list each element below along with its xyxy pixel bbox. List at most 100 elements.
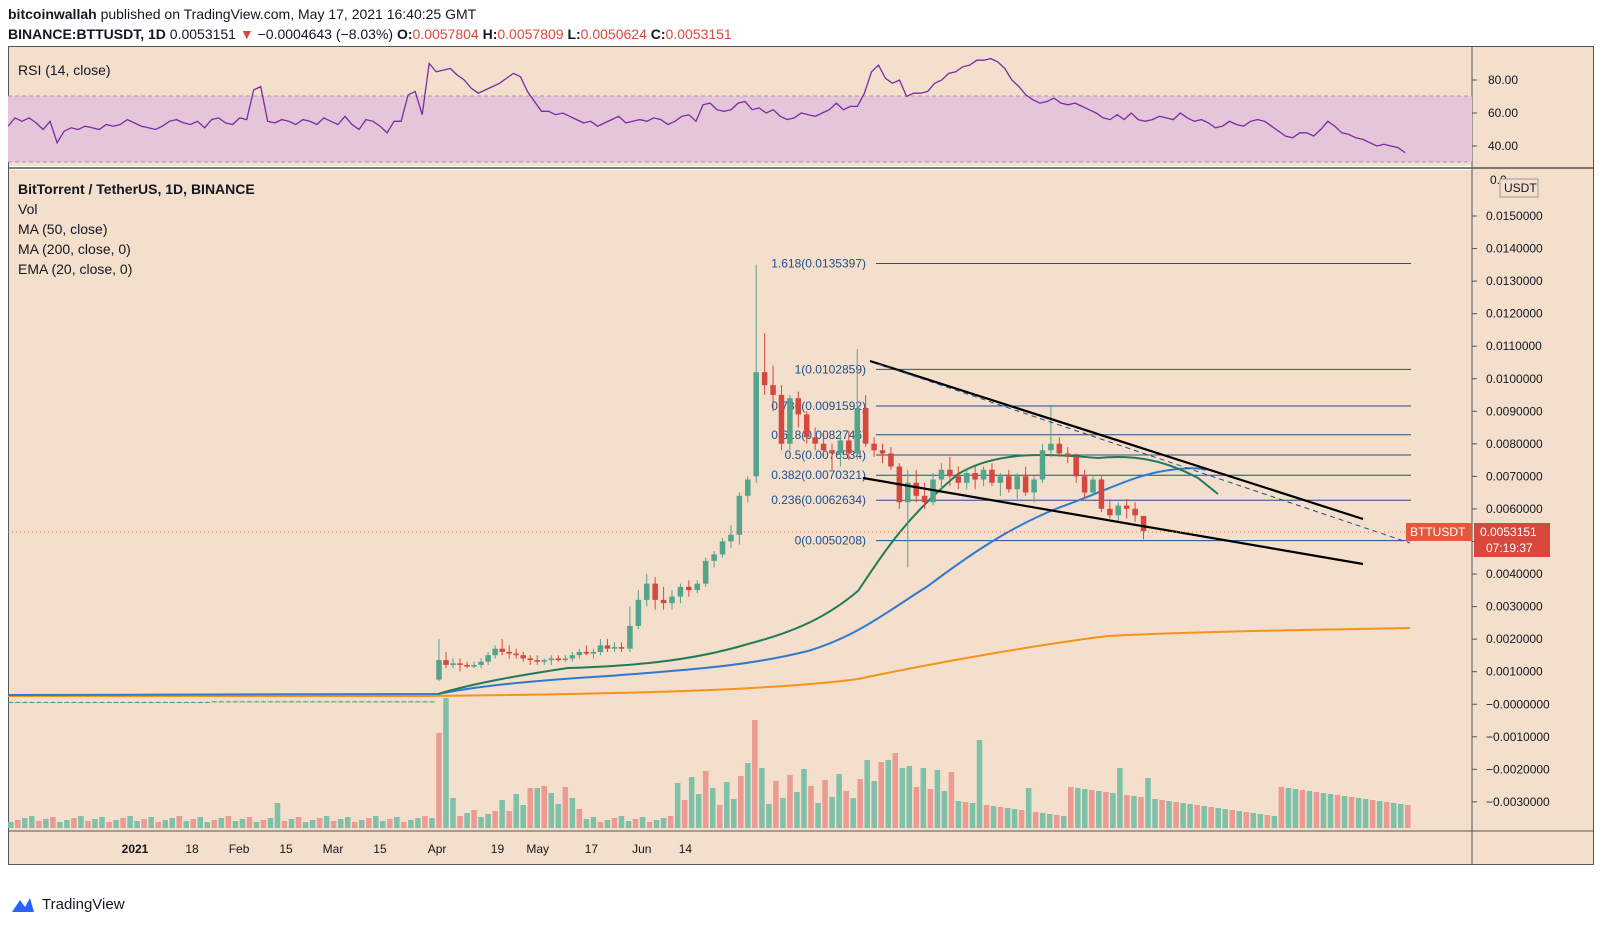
candle-body	[1123, 505, 1130, 509]
volume-bar	[1278, 787, 1285, 828]
volume-bar	[990, 806, 997, 828]
volume-bar	[801, 769, 807, 828]
candle-body	[905, 482, 911, 503]
candle-body	[15, 702, 21, 704]
candles	[8, 264, 1147, 704]
fib-level-label: 0.618(0.0082746)	[771, 428, 866, 442]
price-tick-label: 0.0140000	[1486, 242, 1543, 256]
volume-bar	[1369, 800, 1376, 828]
volume-bar	[429, 818, 435, 828]
currency-badge[interactable]	[1499, 178, 1539, 198]
tradingview-brand[interactable]: TradingView	[10, 894, 125, 914]
volume-bar	[1068, 787, 1074, 828]
volume-bar	[597, 822, 604, 828]
candle-body	[1081, 476, 1088, 493]
candle-body	[812, 437, 818, 444]
candle-body	[394, 701, 400, 703]
candle-body	[253, 701, 260, 703]
volume-bar	[520, 805, 526, 828]
volume-bar	[457, 816, 463, 828]
volume-bar	[1236, 811, 1242, 828]
volume-bar	[204, 822, 211, 828]
fib-level-label: 1.618(0.0135397)	[771, 257, 866, 271]
price-tick-label: −0.0030000	[1486, 795, 1550, 809]
candle-body	[611, 647, 618, 649]
chart-frame[interactable]: RSI (14, close) 80.00 60.00 40.00 1.618(0.…	[7, 46, 1594, 886]
volume-bar	[1390, 803, 1397, 828]
volume-bar	[309, 820, 316, 828]
upper-trendline	[869, 359, 1364, 521]
volume-bar	[169, 818, 175, 828]
volume-bar	[1215, 808, 1221, 828]
legend-ema20: EMA (20, close, 0)	[18, 261, 132, 277]
candle-body	[176, 702, 182, 704]
volume-bar	[836, 774, 842, 828]
volume-bar	[548, 793, 555, 828]
volume-bar	[864, 760, 870, 828]
candle-body	[43, 702, 49, 704]
volume-bar	[22, 818, 28, 828]
volume-bar	[1334, 795, 1341, 828]
volume-bar	[667, 816, 674, 828]
volume-bar	[260, 820, 267, 828]
volume-bar	[899, 768, 906, 828]
price-tick-label: 0.0150000	[1486, 209, 1543, 223]
volume-bar	[15, 820, 21, 828]
candle-body	[50, 702, 56, 704]
volume-bar	[1103, 792, 1109, 828]
candle-body	[239, 701, 246, 703]
candle-body	[576, 651, 583, 656]
price-tick-label: 0.0120000	[1486, 307, 1543, 321]
volume-bar	[850, 798, 856, 828]
volume-bar	[674, 783, 681, 828]
candle-body	[64, 702, 70, 704]
price-tick-label: −0.0010000	[1486, 730, 1550, 744]
candle-body	[548, 658, 555, 661]
close-value: 0.0053151	[665, 26, 732, 42]
volume-bar	[717, 805, 723, 828]
volume-bar	[1327, 794, 1334, 828]
candle-body	[947, 469, 953, 477]
volume-bar	[1285, 788, 1292, 828]
publish-date: published on TradingView.com, May 17, 20…	[100, 6, 477, 22]
volume-bar	[1397, 804, 1404, 828]
volume-bar	[1082, 789, 1088, 828]
candle-body	[57, 702, 63, 704]
time-tick-label: Jun	[632, 842, 651, 856]
volume-bar	[1243, 812, 1250, 828]
volume-bar	[1075, 788, 1081, 828]
candle-body	[555, 658, 562, 661]
price-tick-label: 0.0110000	[1486, 339, 1542, 353]
candle-body	[506, 651, 512, 654]
volume-bar	[920, 768, 927, 828]
open-value: 0.0057804	[412, 26, 479, 42]
price-tick-label: −0.0020000	[1486, 762, 1550, 776]
candle-body	[1014, 476, 1020, 490]
volume-bar	[225, 816, 232, 828]
candle-body	[820, 443, 827, 451]
candle-body	[597, 645, 604, 652]
ma50-line	[7, 467, 1207, 696]
candle-body	[778, 394, 785, 444]
trendlines[interactable]	[862, 359, 1411, 566]
symbol[interactable]: BINANCE:BTTUSDT, 1D	[8, 26, 166, 42]
candle-body	[422, 701, 428, 703]
candle-body	[408, 701, 414, 703]
volume-bar	[78, 816, 84, 828]
candle-body	[99, 702, 105, 704]
candle-body	[106, 702, 112, 704]
volume-bar	[1124, 795, 1130, 828]
volume-bar	[759, 768, 765, 828]
volume-bar	[892, 753, 899, 828]
symbol-info: BINANCE:BTTUSDT, 1D 0.0053151 ▼ −0.00046…	[8, 26, 732, 42]
chart-border	[8, 46, 1594, 865]
time-axis[interactable]: 2021 18 Feb 15 Mar 15 Apr 19 May 17 Jun 14	[122, 842, 693, 856]
time-tick-label: 19	[491, 842, 505, 856]
volume-bar	[127, 816, 133, 828]
fib-retracement[interactable]: 1.618(0.0135397) 1(0.0102859) 0.786(0.0091…	[771, 257, 1411, 548]
candle-body	[485, 655, 491, 662]
volume-bar	[415, 818, 421, 828]
candle-body	[527, 658, 533, 661]
candle-body	[913, 482, 919, 496]
chart-svg[interactable]: RSI (14, close) 80.00 60.00 40.00 1.618(0.…	[7, 46, 1594, 886]
